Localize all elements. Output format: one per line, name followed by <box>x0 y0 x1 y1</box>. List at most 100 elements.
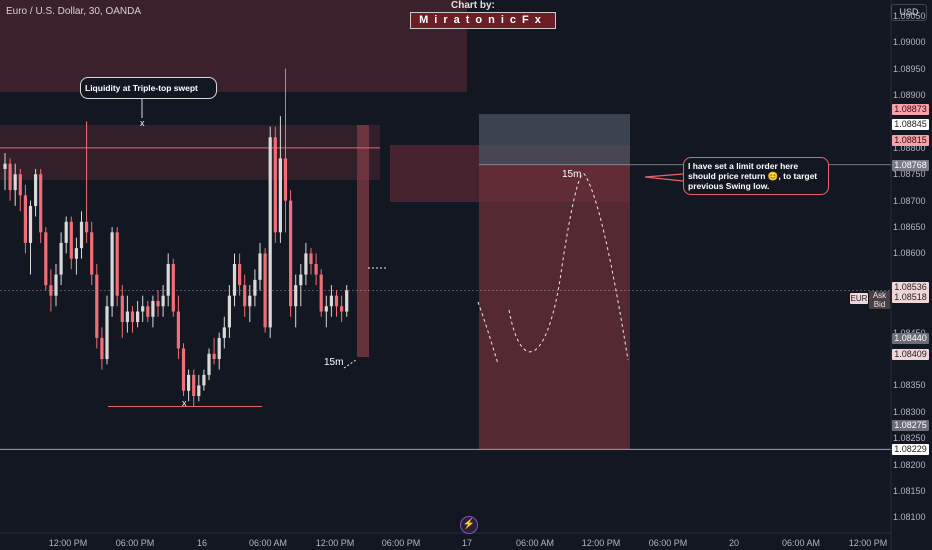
price-tick-label: 1.08650 <box>893 222 926 233</box>
time-tick-label: 20 <box>728 538 740 548</box>
candle-body <box>13 174 17 191</box>
candle-body <box>136 311 140 323</box>
candle-body <box>115 232 119 296</box>
candle-body <box>28 205 33 243</box>
time-tick-label: 06:00 PM <box>648 538 688 548</box>
time-tick-label: 06:00 AM <box>781 538 821 548</box>
candle-body <box>340 306 344 312</box>
candle-body <box>253 279 257 296</box>
candle-body <box>8 163 12 191</box>
candle-body <box>304 253 308 275</box>
price-tick-label: 1.08300 <box>893 406 926 417</box>
candle-body <box>69 221 73 259</box>
candle-body <box>329 295 333 307</box>
candle-body <box>273 137 277 233</box>
candle-body <box>334 295 339 307</box>
price-tick-label: 1.08350 <box>893 380 926 391</box>
candle-body <box>248 295 252 307</box>
price-tick-label: 1.08250 <box>893 433 926 444</box>
projected-path <box>477 173 629 365</box>
lightning-icon[interactable]: ⚡ <box>460 516 478 534</box>
short-stop-area <box>479 114 630 165</box>
candle-body <box>151 300 155 317</box>
candle-body <box>192 374 196 396</box>
candle-body <box>243 285 247 307</box>
candle-body <box>74 248 78 259</box>
candle-body <box>263 253 267 328</box>
marker-x-top: x <box>140 118 145 128</box>
time-tick-label: 17 <box>461 538 473 548</box>
candle-body <box>324 306 328 312</box>
candle-body <box>227 295 231 328</box>
symbol-tag: EUR <box>850 293 868 304</box>
candle-body <box>319 274 323 312</box>
candle-body <box>217 337 221 360</box>
price-tag: 1.08518 <box>892 291 929 303</box>
candle-body <box>23 195 27 243</box>
candle-body <box>156 300 160 307</box>
candle-body <box>54 274 58 296</box>
candle-body <box>232 264 237 296</box>
candle-body <box>64 221 68 243</box>
time-tick-label: 06:00 AM <box>248 538 288 548</box>
price-tick-label: 1.08200 <box>893 459 926 470</box>
candle-body <box>283 158 288 201</box>
candle-body <box>3 163 7 169</box>
candle-body <box>44 232 48 286</box>
candle-body <box>79 221 84 249</box>
limit-order-callout: I have set a limit order here should pri… <box>683 157 829 195</box>
time-tick-label: 06:00 PM <box>115 538 155 548</box>
candle-body <box>120 295 124 323</box>
candle-body <box>202 374 206 386</box>
price-tick-label: 1.08950 <box>893 63 926 74</box>
candle-body <box>278 158 282 233</box>
candle-body <box>238 264 242 286</box>
candle-body <box>345 290 349 312</box>
candle-body <box>197 385 201 396</box>
candle-body <box>85 221 89 233</box>
price-tag: 1.08768 <box>892 159 929 171</box>
price-tick-label: 1.08600 <box>893 248 926 259</box>
price-tick-label: 1.08450 <box>893 328 931 339</box>
candle-body <box>309 253 313 264</box>
credit-name: MiratonicFx <box>410 12 556 29</box>
candle-body <box>161 295 165 307</box>
candle-body <box>187 374 191 391</box>
time-tick-label: 16 <box>196 538 208 548</box>
price-tag: 1.08229 <box>892 444 929 456</box>
candle-body <box>49 285 53 296</box>
price-tick-label: 1.09050 <box>893 10 926 21</box>
price-tick-label: 1.08150 <box>893 486 926 497</box>
price-tag: 1.08409 <box>892 349 929 361</box>
time-tick-label: 12:00 PM <box>315 538 355 548</box>
symbol-title[interactable]: Euro / U.S. Dollar, 30, OANDA <box>6 6 142 17</box>
candle-body <box>90 232 94 275</box>
candle-body <box>110 232 114 307</box>
credit-title: Chart by: <box>451 0 495 11</box>
price-tick-label: 1.08100 <box>893 512 926 523</box>
time-tick-label: 06:00 PM <box>381 538 421 548</box>
supply-zone-top <box>0 0 467 92</box>
price-tag: 1.08275 <box>892 420 929 432</box>
candle-body <box>289 200 293 307</box>
candle-body <box>59 242 63 275</box>
liquidity-zone <box>0 125 380 180</box>
price-tag: 1.08815 <box>892 134 929 146</box>
candle-body <box>171 264 175 312</box>
time-tick-label: 06:00 AM <box>515 538 555 548</box>
candle-body <box>34 174 38 206</box>
tf-label-left: 15m <box>324 357 344 368</box>
currency-button[interactable]: USD <box>891 4 927 21</box>
candle-body <box>268 137 272 328</box>
dotted-mark-2 <box>343 359 357 369</box>
candle-body <box>222 327 226 338</box>
candle-body <box>314 264 318 275</box>
candle-body <box>125 311 129 323</box>
price-tick-label: 1.08900 <box>893 90 926 101</box>
callout-pointer-right <box>644 173 684 182</box>
candle-body <box>176 311 180 349</box>
candle-body <box>100 337 104 360</box>
candle-body <box>258 253 262 280</box>
sweep-candle-zone <box>357 125 369 357</box>
